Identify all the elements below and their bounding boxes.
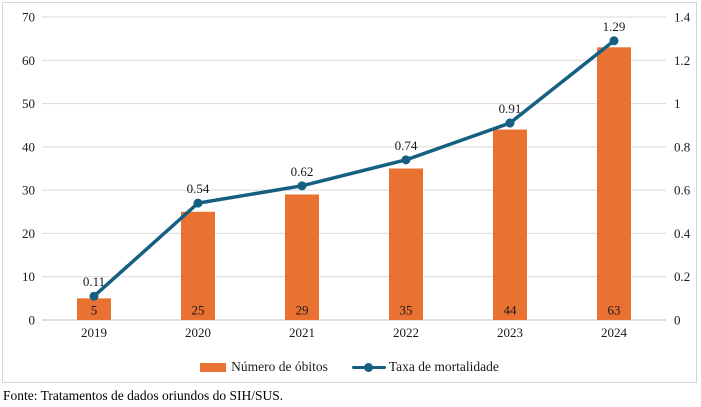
right-axis-tick-label: 0 xyxy=(674,313,681,328)
bar-value-label: 35 xyxy=(400,303,413,318)
right-axis-tick-label: 1.4 xyxy=(674,10,691,25)
left-axis-tick-label: 40 xyxy=(22,139,35,154)
line-swatch-icon xyxy=(351,362,386,372)
line-marker xyxy=(505,118,515,128)
left-axis-tick-label: 30 xyxy=(22,183,35,198)
line-value-label: 0.91 xyxy=(499,101,522,116)
legend-item-obitos: Número de óbitos xyxy=(200,359,328,375)
x-axis-label: 2020 xyxy=(185,325,211,340)
bar-2022 xyxy=(389,168,423,320)
line-value-label: 0.62 xyxy=(291,164,314,179)
line-marker xyxy=(297,181,307,191)
combo-chart-canvas: 0 0 10 0.2 20 0.4 30 0.6 40 0.8 50 1 60 1.2 70 1.4 5 25 29… xyxy=(22,10,691,341)
right-axis-tick-label: 0.8 xyxy=(674,139,690,154)
left-axis-tick-label: 50 xyxy=(22,96,35,111)
bar-2019 xyxy=(77,298,111,320)
left-axis-tick-label: 10 xyxy=(22,269,35,284)
x-axis-label: 2019 xyxy=(81,325,107,340)
line-swatch-dot xyxy=(363,362,373,372)
bar-2021 xyxy=(285,194,319,320)
left-axis-tick-label: 20 xyxy=(22,226,35,241)
mortality-line xyxy=(92,39,616,298)
x-axis-label: 2022 xyxy=(393,325,419,340)
line-value-label: 0.54 xyxy=(187,181,210,196)
left-axis-tick-label: 0 xyxy=(29,313,36,328)
line-value-label: 0.74 xyxy=(395,138,418,153)
line-marker xyxy=(401,155,411,165)
bar-2023 xyxy=(493,129,527,320)
line-value-label: 0.11 xyxy=(83,274,105,289)
bar-2020 xyxy=(181,211,215,320)
line-value-label: 1.29 xyxy=(603,19,626,34)
right-axis-tick-label: 0.6 xyxy=(674,183,691,198)
x-axis-label: 2023 xyxy=(497,325,523,340)
line-marker xyxy=(89,291,99,301)
legend-label-obitos: Número de óbitos xyxy=(231,359,328,374)
bar-value-label: 44 xyxy=(504,303,518,318)
legend-item-taxa: Taxa de mortalidade xyxy=(351,359,499,375)
left-axis-tick-label: 60 xyxy=(22,53,35,68)
right-axis-tick-label: 0.4 xyxy=(674,226,691,241)
right-axis-tick-label: 1 xyxy=(674,96,681,111)
bar-value-label: 25 xyxy=(192,303,205,318)
bar-swatch-icon xyxy=(200,362,227,372)
line-marker xyxy=(609,36,619,46)
x-axis-label: 2021 xyxy=(289,325,315,340)
chart-legend: Número de óbitos Taxa de mortalidade xyxy=(3,354,696,380)
left-axis-tick-label: 70 xyxy=(22,10,35,25)
right-axis-tick-label: 1.2 xyxy=(674,53,690,68)
legend-label-taxa: Taxa de mortalidade xyxy=(388,359,499,374)
bar-value-label: 5 xyxy=(91,303,98,318)
chart-container: 0 0 10 0.2 20 0.4 30 0.6 40 0.8 50 1 60 1.2 70 1.4 5 25 29… xyxy=(2,2,697,383)
bar-value-label: 29 xyxy=(296,303,309,318)
line-marker xyxy=(193,198,203,208)
right-axis-tick-label: 0.2 xyxy=(674,269,690,284)
bar-2024 xyxy=(597,47,631,321)
source-note: Fonte: Tratamentos de dados oriundos do … xyxy=(3,388,284,403)
x-axis-label: 2024 xyxy=(601,325,628,340)
bar-value-label: 63 xyxy=(608,303,621,318)
